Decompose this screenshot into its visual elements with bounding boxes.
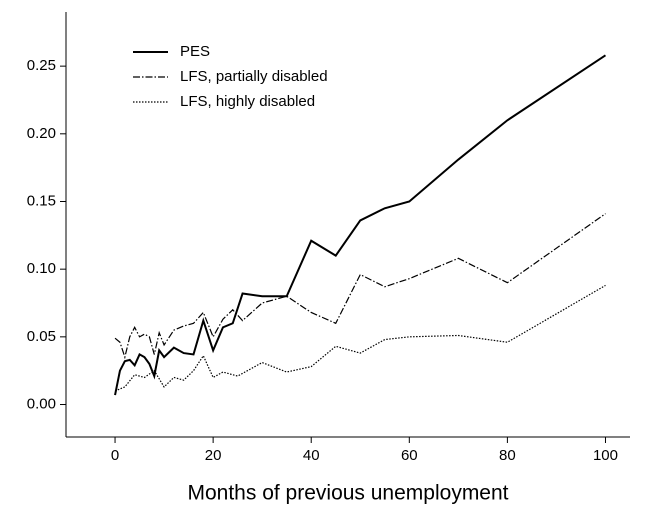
x-tick-label: 80 bbox=[499, 447, 516, 464]
x-axis-label: Months of previous unemployment bbox=[188, 482, 509, 505]
x-tick-label: 40 bbox=[303, 447, 320, 464]
x-tick-label: 0 bbox=[111, 447, 119, 464]
legend-label: PES bbox=[180, 43, 210, 60]
y-tick-label: 0.10 bbox=[27, 260, 56, 277]
x-tick-label: 100 bbox=[593, 447, 618, 464]
legend-label: LFS, partially disabled bbox=[180, 68, 328, 85]
y-tick-label: 0.25 bbox=[27, 57, 56, 74]
legend-label: LFS, highly disabled bbox=[180, 93, 315, 110]
x-tick-label: 20 bbox=[205, 447, 222, 464]
y-tick-label: 0.20 bbox=[27, 125, 56, 142]
series-line bbox=[114, 284, 606, 392]
x-tick-label: 60 bbox=[401, 447, 418, 464]
y-tick-label: 0.15 bbox=[27, 192, 56, 209]
series-line bbox=[114, 54, 607, 396]
series-line bbox=[114, 213, 606, 360]
y-tick-label: 0.05 bbox=[27, 328, 56, 345]
y-tick-label: 0.00 bbox=[27, 395, 56, 412]
